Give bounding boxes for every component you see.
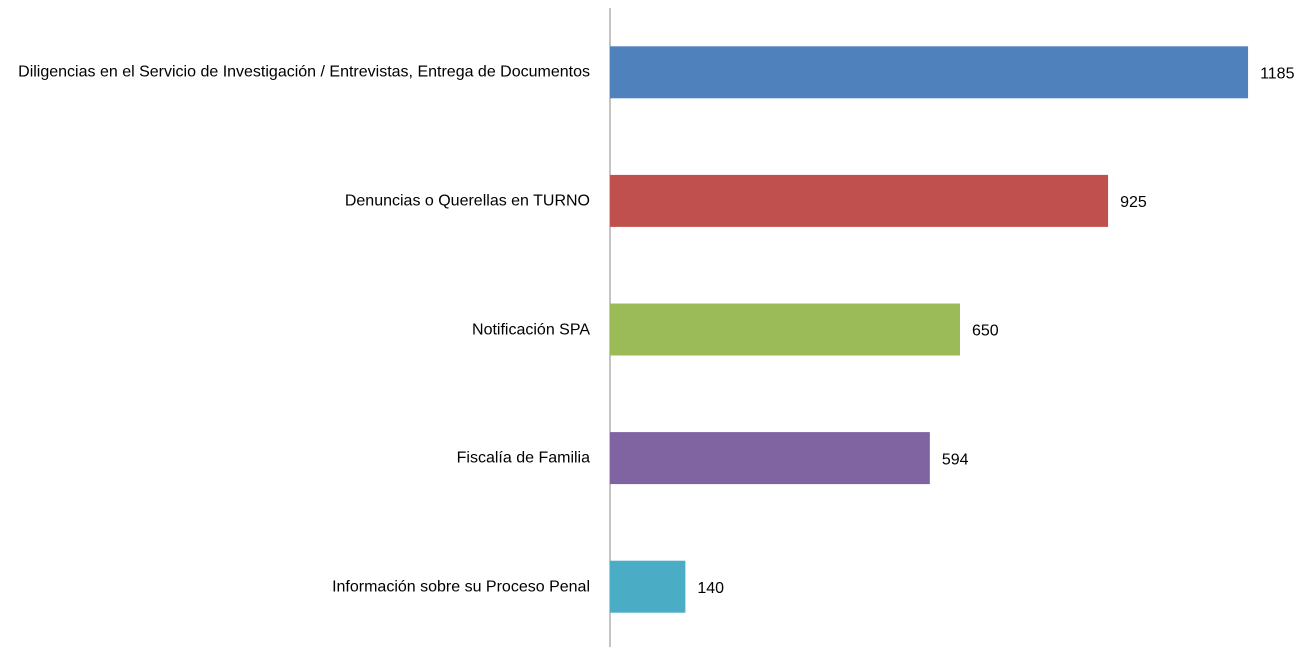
category-label: Denuncias o Querellas en TURNO [344,192,590,210]
value-label: 1185 [1260,66,1295,83]
bar [610,560,686,613]
bar [610,174,1109,227]
value-label: 594 [942,451,969,468]
value-label: 925 [1120,194,1147,211]
category-label: Notificación SPA [472,321,590,338]
bar [610,46,1249,99]
bar [610,303,960,356]
category-label: Diligencias en el Servicio de Investigac… [18,63,590,81]
value-label: 140 [697,580,724,597]
value-label: 650 [972,323,999,340]
category-label: Información sobre su Proceso Penal [332,578,590,596]
bar [610,432,930,485]
category-label: Fiscalía de Familia [456,449,590,467]
